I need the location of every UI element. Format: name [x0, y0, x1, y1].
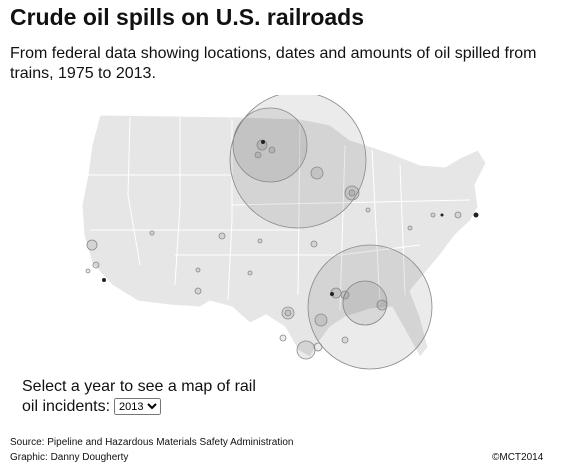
spill-circles — [85, 95, 462, 370]
subtitle: From federal data showing locations, dat… — [10, 45, 537, 82]
graphic-credit: Graphic: Danny Dougherty — [10, 452, 129, 463]
state-lines — [88, 116, 471, 311]
spill-dots — [102, 140, 479, 296]
year-select[interactable]: 2013 — [114, 398, 162, 416]
map — [81, 95, 487, 370]
copyright: ©MCT2014 — [492, 452, 544, 463]
source: Source: Pipeline and Hazardous Materials… — [10, 437, 294, 448]
title: Crude oil spills on U.S. railroads — [10, 4, 365, 30]
year-prompt: Select a year to see a map of rail oil i… — [22, 377, 272, 417]
prompt-text: Select a year to see a map of rail oil i… — [22, 378, 256, 415]
